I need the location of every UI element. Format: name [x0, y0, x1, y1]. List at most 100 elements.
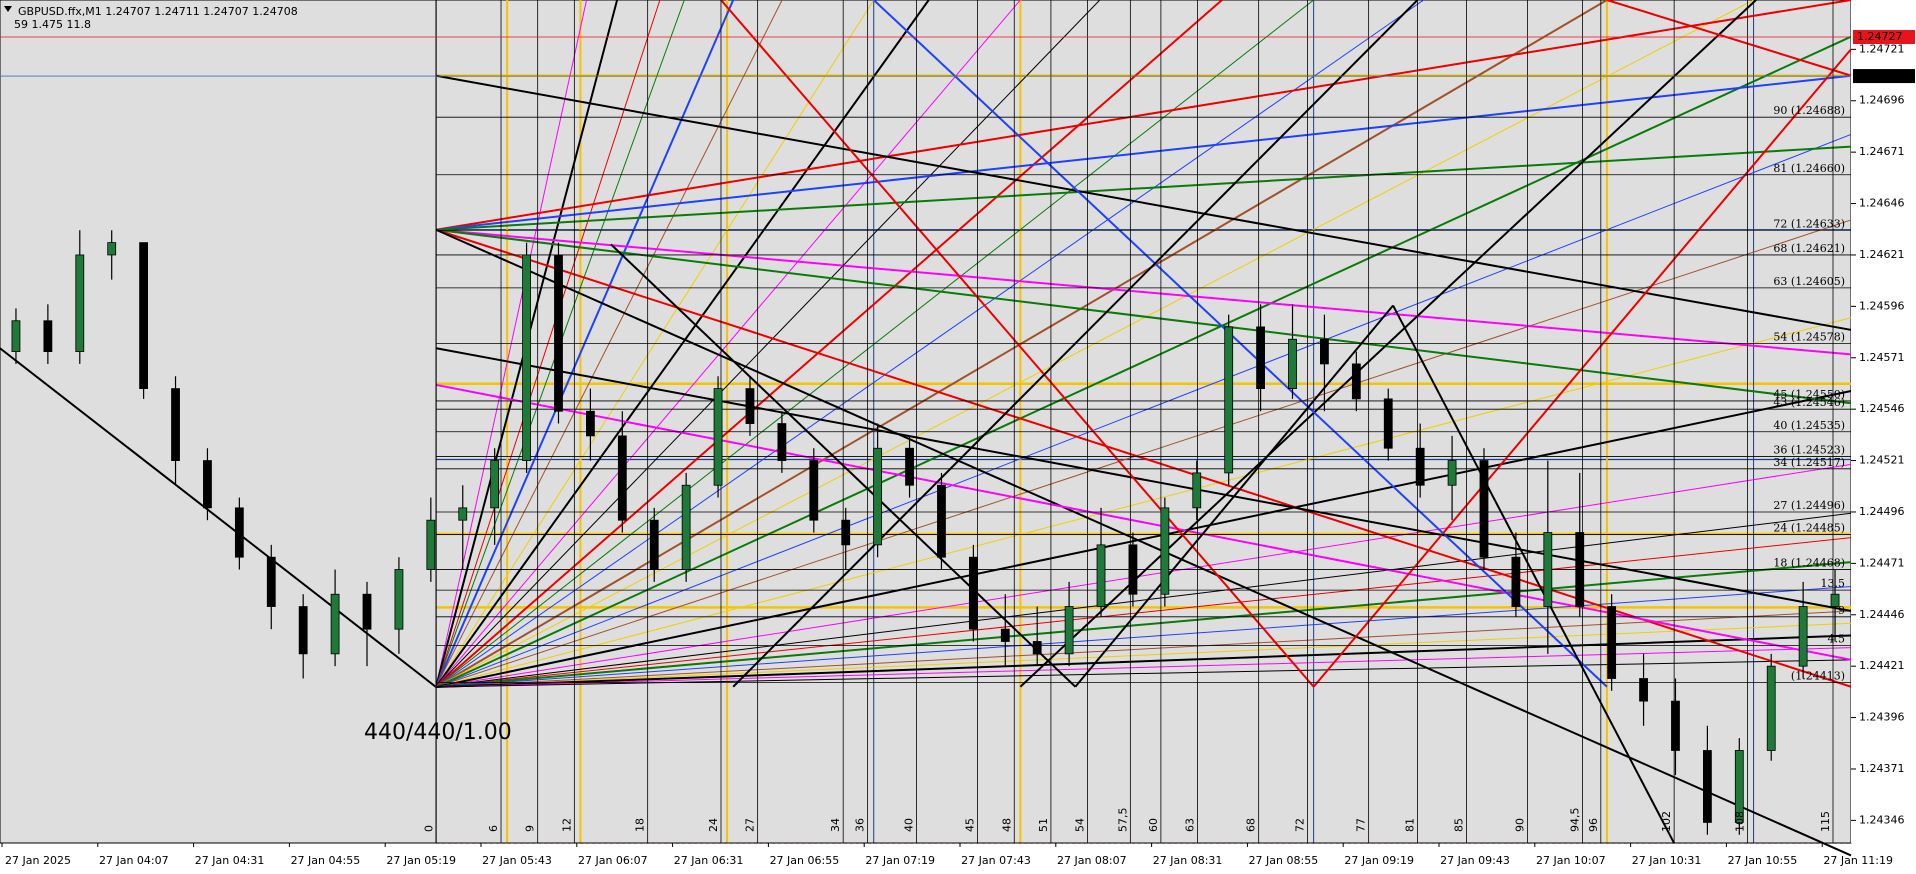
time-marker-label: 60	[1147, 818, 1160, 832]
time-marker-label: 63	[1184, 818, 1197, 832]
gann-line	[436, 347, 1852, 612]
candle-body	[522, 254, 531, 461]
time-marker-label: 96	[1587, 818, 1600, 832]
gann-drawing	[0, 0, 1853, 857]
x-tick-label: 27 Jan 09:19	[1344, 854, 1414, 867]
y-tick-label: 1.24671	[1859, 145, 1905, 158]
y-tick-label: 1.24421	[1859, 659, 1905, 672]
gann-line	[435, 317, 1852, 688]
candle-body	[1064, 606, 1074, 655]
y-tick-label: 1.24621	[1859, 248, 1905, 261]
candle-body	[1798, 606, 1808, 667]
x-tick-label: 27 Jan 04:07	[99, 854, 169, 867]
time-marker-label: 36	[854, 818, 867, 832]
candle-body	[490, 460, 500, 509]
candle-body	[1288, 338, 1297, 390]
gann-line	[435, 537, 1852, 688]
candle-body	[1575, 532, 1585, 607]
gann-line	[435, 145, 1852, 231]
level-label: 36 (1.24523)	[1773, 443, 1845, 456]
candle-body	[1734, 750, 1744, 823]
candle-body	[11, 320, 21, 352]
candle-body	[139, 242, 149, 390]
x-tick-label: 27 Jan 10:07	[1536, 854, 1606, 867]
candle-body	[745, 388, 755, 424]
level-label: 68 (1.24621)	[1773, 242, 1845, 255]
level-label: 90 (1.24688)	[1773, 104, 1845, 117]
x-tick-label: 27 Jan 07:43	[961, 854, 1031, 867]
candle-body	[841, 519, 851, 546]
time-marker-label: 108	[1733, 811, 1746, 832]
candle-body	[873, 447, 883, 546]
gann-line	[435, 228, 1852, 857]
candle-body	[1702, 750, 1712, 823]
y-tick-label: 1.24696	[1859, 94, 1905, 107]
time-marker-label: 77	[1355, 818, 1368, 832]
candle-body	[1383, 398, 1393, 449]
gann-line	[435, 35, 1852, 688]
gann-line	[435, 463, 1852, 688]
y-tick-label: 1.24571	[1859, 351, 1905, 364]
candle-body	[1543, 532, 1553, 607]
candle-body	[1766, 665, 1776, 751]
level-label: 54 (1.24578)	[1773, 330, 1845, 343]
gann-line	[435, 0, 1852, 231]
y-tick-label: 1.24546	[1859, 402, 1905, 415]
candle-body	[43, 320, 53, 352]
level-label: 34 (1.24517)	[1773, 456, 1845, 469]
candle-body	[266, 556, 276, 607]
price-tag	[1853, 30, 1915, 45]
time-marker-label: 40	[903, 818, 916, 832]
y-tick-label: 1.24446	[1859, 608, 1905, 621]
x-tick-label: 27 Jan 11:19	[1823, 854, 1893, 867]
x-tick-label: 27 Jan 05:19	[386, 854, 456, 867]
time-marker-label: 6	[487, 825, 500, 832]
y-tick-label: 1.24596	[1859, 299, 1905, 312]
y-tick-label: 1.24396	[1859, 711, 1905, 724]
candle-body	[713, 388, 723, 486]
time-marker-label: 34	[829, 818, 842, 832]
candle-body	[649, 519, 659, 570]
candle-body	[937, 484, 946, 558]
marks	[11, 116, 1851, 835]
time-marker-label: 85	[1452, 818, 1465, 832]
candle-body	[1256, 326, 1265, 390]
candle-body	[1447, 460, 1457, 486]
gann-line	[435, 512, 1852, 688]
candle-body	[107, 242, 117, 256]
x-tick-label: 27 Jan 08:07	[1057, 854, 1127, 867]
time-marker-label: 57,5	[1116, 808, 1129, 833]
time-marker-label: 0	[422, 825, 435, 832]
level-label: 63 (1.24605)	[1773, 275, 1845, 288]
candle-body	[1320, 338, 1329, 365]
candle-body	[1224, 326, 1234, 474]
gann-line	[435, 561, 1852, 688]
candle-body	[968, 556, 978, 630]
time-marker-label: 48	[1000, 818, 1013, 832]
x-tick-label: 27 Jan 05:43	[482, 854, 552, 867]
candle-body	[1192, 472, 1202, 509]
time-marker-label: 115	[1819, 811, 1832, 832]
candle-body	[330, 593, 340, 655]
candle-body	[777, 423, 787, 461]
candle-body	[1639, 678, 1648, 702]
level-label: 13.5	[1821, 577, 1846, 590]
candle-body	[1479, 460, 1489, 558]
candle-body	[586, 410, 595, 437]
x-tick-label: 27 Jan 04:31	[195, 854, 265, 867]
price-axis	[1851, 0, 1916, 843]
candle-body	[234, 507, 244, 558]
x-tick-label: 27 Jan 06:07	[578, 854, 648, 867]
candle-body	[1607, 606, 1617, 679]
candle-body	[1160, 507, 1170, 595]
x-tick-label: 27 Jan 07:19	[865, 854, 935, 867]
y-tick-label: 1.24721	[1859, 42, 1905, 55]
candle-body	[1671, 700, 1680, 751]
candle-body	[203, 460, 212, 509]
gann-line	[435, 219, 1852, 688]
time-marker-label: 72	[1294, 818, 1307, 832]
gann-line	[435, 228, 1852, 356]
time-marker-label: 24	[707, 818, 720, 832]
gann-line	[1074, 304, 1394, 688]
level-label: 81 (1.24660)	[1773, 162, 1845, 175]
